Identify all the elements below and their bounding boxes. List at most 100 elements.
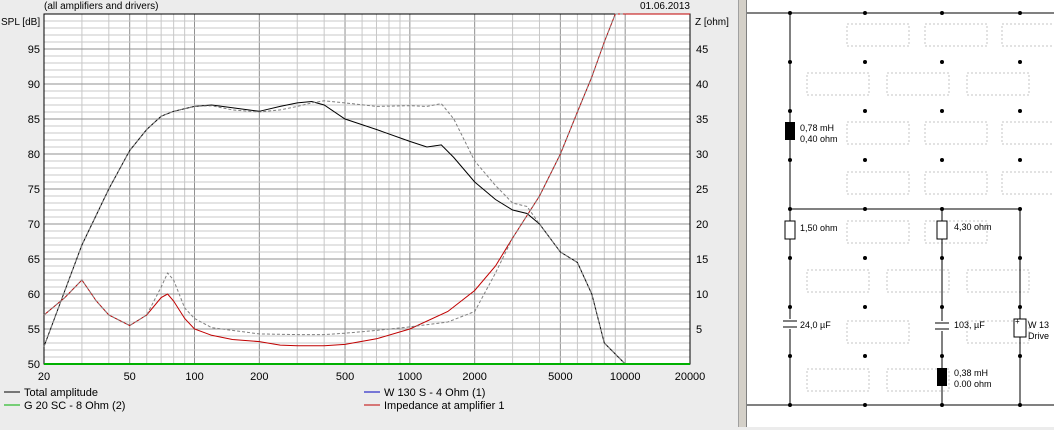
inductor-2-resistance: 0.00 ohm: [954, 379, 992, 389]
x-tick-label: 2000: [462, 371, 486, 383]
junction-dot: [940, 158, 944, 162]
y2-tick-label: 20: [696, 219, 708, 231]
junction-dot: [1018, 11, 1022, 15]
y-tick-label: 55: [28, 324, 40, 336]
y2-tick-label: 5: [696, 324, 702, 336]
spl-axis-label: SPL [dB]: [1, 17, 40, 28]
junction-dot: [788, 11, 792, 15]
inductor-1-symbol[interactable]: [785, 122, 795, 140]
x-tick-label: 1000: [398, 371, 422, 383]
legend: Total amplitude W 130 S - 4 Ohm (1) G 20 S…: [4, 387, 504, 412]
junction-dot: [863, 305, 867, 309]
driver-symbol[interactable]: +: [1013, 317, 1027, 338]
junction-dot: [940, 354, 944, 358]
junction-dot: [863, 207, 867, 211]
empty-slot: [966, 72, 1030, 96]
junction-dot: [940, 305, 944, 309]
x-tick-label: 500: [336, 371, 354, 383]
x-tick-label: 100: [185, 371, 203, 383]
resistor-1-value: 1,50 ohm: [800, 223, 838, 233]
y-tick-label: 60: [28, 289, 40, 301]
capacitor-1-symbol[interactable]: [783, 319, 797, 329]
empty-slot: [966, 320, 1030, 344]
y-tick-label: 65: [28, 254, 40, 266]
empty-component-slots: [806, 23, 1054, 392]
junction-dot: [863, 109, 867, 113]
y-tick-label: 85: [28, 114, 40, 126]
capacitor-2-symbol[interactable]: [935, 321, 949, 331]
empty-slot: [966, 269, 1030, 293]
junction-dot: [863, 354, 867, 358]
empty-slot: [924, 121, 988, 145]
empty-slot: [924, 171, 988, 195]
y2-tick-label: 35: [696, 114, 708, 126]
junction-dot: [863, 403, 867, 407]
empty-slot: [846, 320, 910, 344]
crossover-schematic[interactable]: 0,78 mH 0,40 ohm 1,50 ohm 24,0 µF 4,30 o…: [747, 0, 1054, 427]
junction-dot: [788, 305, 792, 309]
series-line: [43, 100, 626, 365]
empty-slot: [846, 220, 910, 244]
x-tick-label: 10000: [610, 371, 641, 383]
junction-dot: [940, 207, 944, 211]
y-tick-label: 90: [28, 79, 40, 91]
x-tick-label: 200: [250, 371, 268, 383]
empty-slot: [806, 269, 870, 293]
y2-tick-label: 25: [696, 184, 708, 196]
junction-dot: [940, 403, 944, 407]
wires: [747, 12, 1054, 406]
resistor-2-value: 4,30 ohm: [954, 222, 992, 232]
impedance-axis-label: Z [ohm]: [695, 17, 729, 28]
frequency-response-graph[interactable]: (all amplifiers and drivers) 01.06.2013 …: [0, 0, 738, 427]
empty-slot: [886, 269, 950, 293]
junction-dot: [788, 109, 792, 113]
inductor-1-value: 0,78 mH: [800, 123, 834, 133]
y-tick-label: 95: [28, 44, 40, 56]
resistor-2-symbol[interactable]: [936, 220, 948, 240]
capacitor-2-value: 103, µF: [954, 320, 985, 330]
junction-dot: [940, 109, 944, 113]
schematic-canvas: 0,78 mH 0,40 ohm 1,50 ohm 24,0 µF 4,30 o…: [747, 11, 1054, 407]
junction-dot: [1018, 256, 1022, 260]
driver-name: W 13: [1028, 320, 1049, 330]
legend-label: Total amplitude: [24, 387, 98, 399]
y-tick-label: 80: [28, 149, 40, 161]
y2-tick-label: 30: [696, 149, 708, 161]
y2-tick-label: 10: [696, 289, 708, 301]
junction-dot: [863, 60, 867, 64]
series-layer: [43, 13, 690, 365]
series-line: [43, 13, 626, 336]
empty-slot: [924, 23, 988, 47]
junction-dot: [863, 158, 867, 162]
inductor-2-symbol[interactable]: [937, 368, 947, 386]
legend-label: Impedance at amplifier 1: [384, 400, 504, 412]
junction-dot: [863, 11, 867, 15]
inductor-1-resistance: 0,40 ohm: [800, 134, 838, 144]
x-tick-label: 50: [124, 371, 136, 383]
empty-slot: [886, 368, 950, 392]
resistor-1-symbol[interactable]: [784, 220, 796, 240]
junction-dot: [1018, 207, 1022, 211]
junction-dot: [940, 60, 944, 64]
junction-dot: [1018, 403, 1022, 407]
junction-dot: [788, 207, 792, 211]
junction-dots: [788, 11, 1022, 407]
empty-slot: [806, 368, 870, 392]
capacitor-1-value: 24,0 µF: [800, 320, 831, 330]
legend-label: W 130 S - 4 Ohm (1): [384, 387, 485, 399]
y-tick-label: 70: [28, 219, 40, 231]
junction-dot: [940, 256, 944, 260]
axis-ticks: 20 50 100 200 500 1000 2000 5000 10000 2000050556…: [28, 44, 709, 383]
junction-dot: [1018, 109, 1022, 113]
x-tick-label: 20: [38, 371, 50, 383]
empty-slot: [924, 220, 988, 244]
splitter-handle[interactable]: [738, 0, 747, 427]
driver-label: Drive: [1028, 331, 1049, 341]
empty-slot: [1001, 171, 1054, 195]
y2-tick-label: 45: [696, 44, 708, 56]
empty-slot: [806, 72, 870, 96]
x-tick-label: 5000: [548, 371, 572, 383]
empty-slot: [846, 121, 910, 145]
junction-dot: [788, 158, 792, 162]
junction-dot: [788, 60, 792, 64]
